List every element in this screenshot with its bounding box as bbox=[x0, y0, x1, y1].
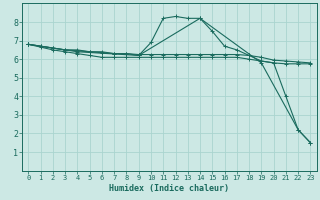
X-axis label: Humidex (Indice chaleur): Humidex (Indice chaleur) bbox=[109, 184, 229, 193]
